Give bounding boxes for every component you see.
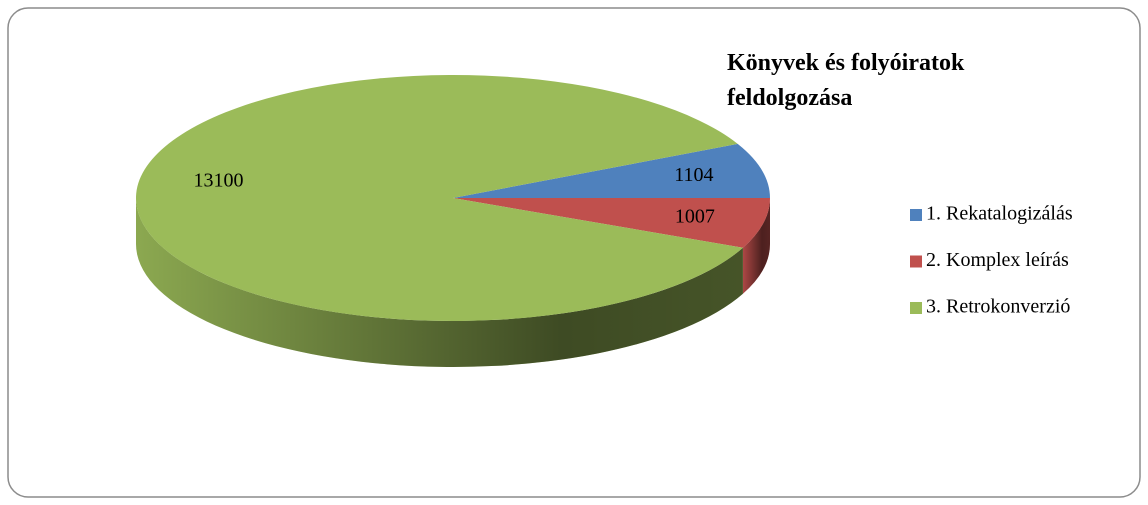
data-label: 1104 — [674, 164, 713, 186]
slice-side-shade — [136, 198, 743, 368]
legend-label: 3. Retrokonverzió — [926, 296, 1070, 318]
legend-label: 1. Rekatalogizálás — [926, 203, 1073, 225]
legend-swatch — [910, 302, 922, 314]
data-label: 1007 — [675, 205, 715, 227]
chart-title: Könyvek és folyóiratok feldolgozása — [727, 50, 965, 111]
legend-swatch — [910, 209, 922, 221]
data-label: 13100 — [193, 169, 243, 191]
slice — [136, 74, 743, 321]
slice — [453, 198, 770, 248]
slice-side-shade — [742, 198, 770, 294]
slice — [453, 143, 770, 199]
legend-swatch — [910, 255, 922, 268]
legend-label: 2. Komplex leírás — [926, 249, 1069, 271]
